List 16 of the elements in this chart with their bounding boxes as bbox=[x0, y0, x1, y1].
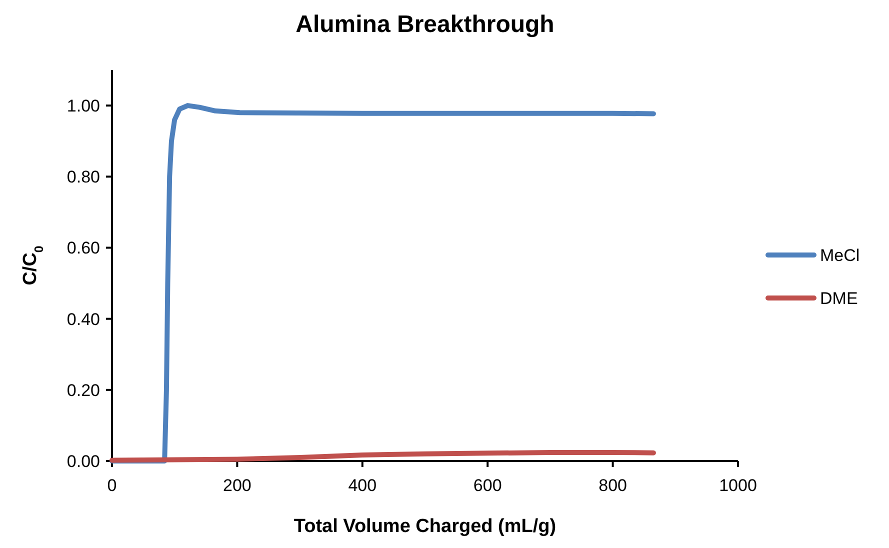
legend-label: MeCl bbox=[820, 246, 860, 265]
x-tick-label: 800 bbox=[598, 476, 627, 495]
chart-title: Alumina Breakthrough bbox=[296, 11, 554, 38]
y-tick-label: 0.60 bbox=[66, 238, 100, 258]
legend-label: DME bbox=[820, 288, 858, 308]
y-tick-label: 0.80 bbox=[66, 168, 100, 187]
y-tick-label: 0.40 bbox=[66, 310, 100, 329]
y-tick-label: 0.20 bbox=[66, 380, 100, 400]
x-tick-label: 400 bbox=[348, 476, 377, 495]
y-tick-label: 1.00 bbox=[66, 96, 100, 116]
x-tick-label: 0 bbox=[107, 476, 117, 495]
x-tick-label: 1000 bbox=[719, 476, 757, 495]
x-tick-label: 200 bbox=[223, 476, 252, 495]
y-tick-label: 0.00 bbox=[66, 452, 100, 471]
x-tick-label: 600 bbox=[473, 476, 502, 495]
x-axis-title: Total Volume Charged (mL/g) bbox=[294, 516, 556, 537]
